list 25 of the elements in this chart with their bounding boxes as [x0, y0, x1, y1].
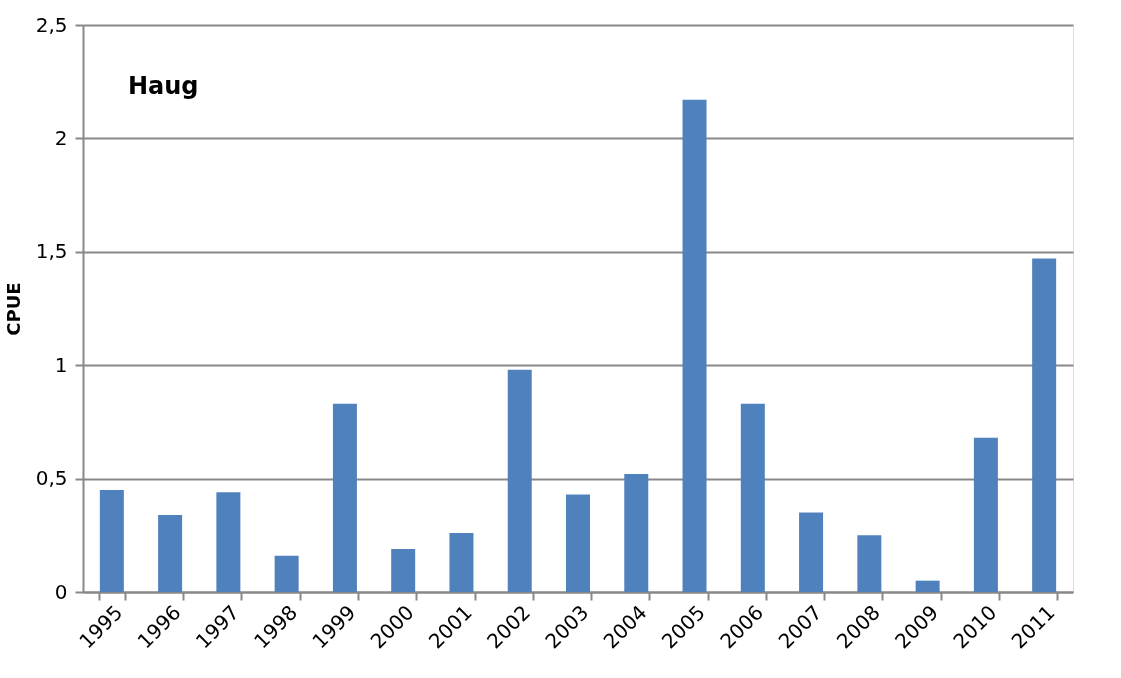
- bar: [624, 474, 649, 592]
- bar: [99, 489, 124, 592]
- bar: [391, 548, 416, 592]
- bar: [274, 555, 299, 592]
- y-tick-label: 1: [54, 352, 68, 377]
- y-tick-label: 0: [54, 579, 68, 604]
- bar: [449, 533, 474, 592]
- y-tick-label: 2,5: [35, 12, 68, 37]
- bar: [973, 437, 998, 592]
- y-tick-label: 0,5: [35, 466, 68, 491]
- bar: [566, 494, 590, 592]
- bar: [507, 369, 532, 592]
- bar: [915, 580, 940, 592]
- bar: [740, 403, 765, 592]
- bar: [799, 512, 824, 592]
- text: Haug: [128, 72, 199, 100]
- y-tick-label: 2: [54, 125, 68, 150]
- y-tick-label: 1,5: [35, 239, 68, 264]
- bar: [1032, 258, 1057, 592]
- bar: [682, 99, 707, 592]
- bar: [216, 492, 241, 592]
- y-axis-title: CPUE: [2, 282, 24, 336]
- bar: [332, 403, 357, 592]
- bar: [857, 535, 882, 592]
- bar: [158, 514, 183, 592]
